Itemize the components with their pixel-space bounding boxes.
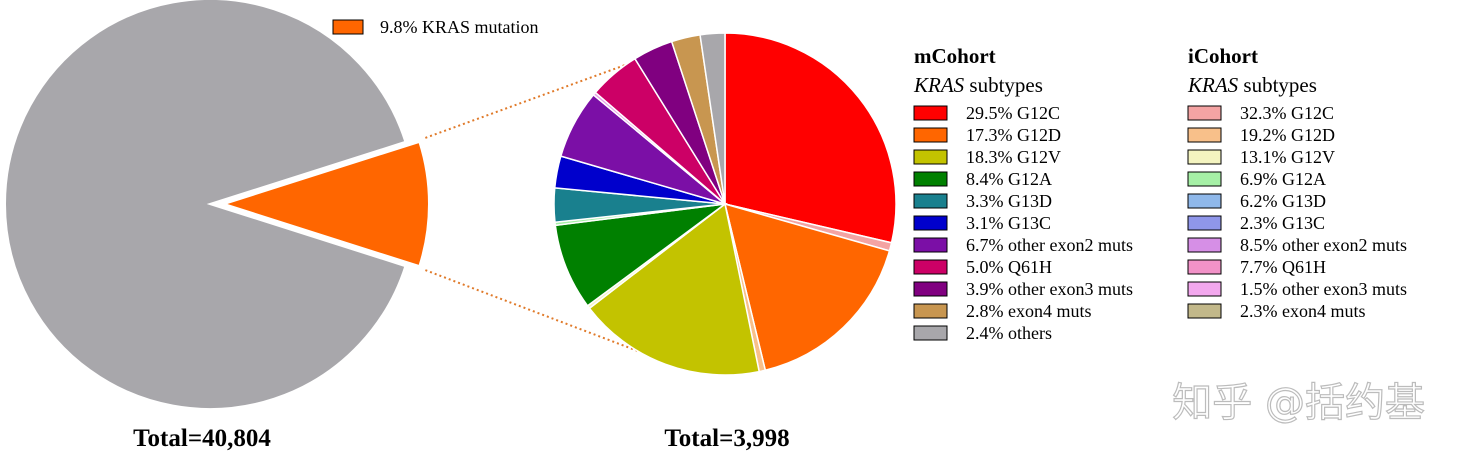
icohort-legend-swatch-other-exon3-muts (1187, 281, 1222, 297)
mcohort-subtitle-rest: subtypes (964, 73, 1043, 97)
icohort-legend-swatch-exon4-muts (1187, 303, 1222, 319)
icohort-legend-item-g12v: 13.1% G12V (1240, 147, 1335, 167)
icohort-legend-item-g12a: 6.9% G12A (1240, 169, 1326, 189)
icohort-legend-item-g13c: 2.3% G13C (1240, 213, 1325, 233)
connector-top (425, 63, 626, 139)
watermark: 知乎 @括约基 (1172, 380, 1425, 426)
icohort-legend-item-g12d: 19.2% G12D (1240, 125, 1335, 145)
overall-legend-label: 9.8% KRAS mutation (380, 17, 539, 37)
mcohort-legend-swatch-g13d (913, 193, 948, 209)
overall-pie (3, 0, 430, 410)
icohort-legend-swatch-q61h (1187, 259, 1222, 275)
pie-connectors (425, 63, 638, 352)
mcohort-legend-swatch-g12c (913, 105, 948, 121)
mcohort-legend-item-others: 2.4% others (966, 323, 1052, 343)
overall-slice-kras-mutation (220, 140, 430, 268)
subtype-slice-g12v (588, 202, 761, 376)
mcohort-legend-swatch-q61h (913, 259, 948, 275)
mcohort-legend-swatch-others (913, 325, 948, 341)
subtype-slice-g12d (723, 202, 891, 372)
mcohort-legend-swatch-g12d (913, 127, 948, 143)
mcohort-legend-item-q61h: 5.0% Q61H (966, 257, 1052, 277)
icohort-legend-item-q61h: 7.7% Q61H (1240, 257, 1326, 277)
icohort-subtitle-rest: subtypes (1238, 73, 1317, 97)
icohort-legend-swatch-g13d (1187, 193, 1222, 209)
subtype-total-label: Total=3,998 (664, 425, 789, 452)
icohort-legend-swatch-g12a (1187, 171, 1222, 187)
mcohort-legend-title: mCohort (914, 44, 996, 68)
mcohort-legend-item-g13d: 3.3% G13D (966, 191, 1052, 211)
mcohort-legend-subtitle: KRAS subtypes (913, 73, 1043, 97)
icohort-legend-swatch-g12c (1187, 105, 1222, 121)
icohort-legend-title: iCohort (1188, 44, 1258, 68)
mcohort-legend-item-exon4-muts: 2.8% exon4 muts (966, 301, 1092, 321)
mcohort-legend-swatch-exon4-muts (913, 303, 948, 319)
mcohort-legend-swatch-g13c (913, 215, 948, 231)
icohort-legend-subtitle: KRAS subtypes (1187, 73, 1317, 97)
icohort-legend-item-other-exon2-muts: 8.5% other exon2 muts (1240, 235, 1407, 255)
icohort-legend-item-exon4-muts: 2.3% exon4 muts (1240, 301, 1366, 321)
icohort-legend-swatch-other-exon2-muts (1187, 237, 1222, 253)
icohort-legend-swatch-g12v (1187, 149, 1222, 165)
icohort-legend-item-other-exon3-muts: 1.5% other exon3 muts (1240, 279, 1407, 299)
mcohort-legend-item-other-exon3-muts: 3.9% other exon3 muts (966, 279, 1133, 299)
icohort-legend-swatch-g13c (1187, 215, 1222, 231)
icohort-subtitle-italic: KRAS (1187, 73, 1239, 97)
overall-legend-swatch (332, 19, 364, 35)
mcohort-legend-item-g12c: 29.5% G12C (966, 103, 1060, 123)
mcohort-legend-item-g12d: 17.3% G12D (966, 125, 1061, 145)
mcohort-legend-swatch-other-exon3-muts (913, 281, 948, 297)
subtype-slice-g12a (554, 202, 728, 307)
mcohort-legend-swatch-g12v (913, 149, 948, 165)
icohort-legend-swatch-g12d (1187, 127, 1222, 143)
overall-total-label: Total=40,804 (133, 425, 271, 452)
mcohort-legend-swatch-g12a (913, 171, 948, 187)
mcohort-legend-item-g12v: 18.3% G12V (966, 147, 1061, 167)
mcohort-legend-swatch-other-exon2-muts (913, 237, 948, 253)
mcohort-legend-item-g13c: 3.1% G13C (966, 213, 1051, 233)
subtype-slice-others (699, 32, 726, 205)
mcohort-legend-item-other-exon2-muts: 6.7% other exon2 muts (966, 235, 1133, 255)
subtype-slice-g12c (724, 32, 897, 244)
mcohort-legend-item-g12a: 8.4% G12A (966, 169, 1052, 189)
icohort-legend-item-g13d: 6.2% G13D (1240, 191, 1326, 211)
overall-slice-other (3, 0, 407, 410)
icohort-legend-item-g12c: 32.3% G12C (1240, 103, 1334, 123)
subtype-pie (553, 32, 897, 376)
mcohort-subtitle-italic: KRAS (913, 73, 965, 97)
